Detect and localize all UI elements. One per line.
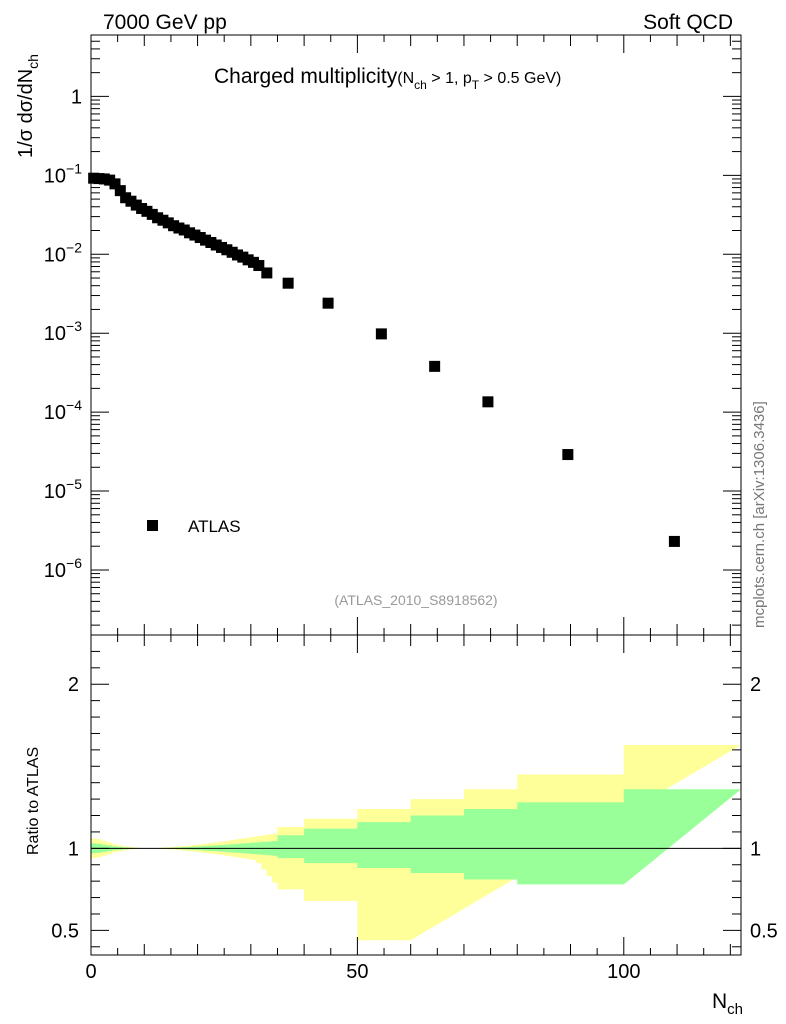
main-y-tick-labels: 10−6 10−5 10−4 10−3 10−2 10−1 1 [44, 86, 82, 582]
legend-marker [147, 520, 158, 531]
main-y-tick-label: 10−2 [44, 239, 82, 266]
ratio-y-tick-label-right: 0.5 [750, 920, 778, 942]
main-y-tick-label: 10−6 [44, 555, 82, 582]
ratio-panel-frame [90, 634, 742, 956]
main-y-ticks [91, 34, 741, 626]
x-tick-label: 50 [346, 961, 368, 983]
chart-title-sub-t: T [472, 78, 480, 92]
chart-title-sub-suffix: > 0.5 GeV) [479, 70, 561, 87]
main-panel-frame [90, 34, 742, 636]
ratio-y-tick-label-left: 2 [68, 674, 79, 696]
chart-title-main: Charged multiplicity [214, 65, 398, 88]
ratio-y-tick-label-right: 1 [750, 838, 761, 860]
ratio-y-tick-label-left: 0.5 [51, 920, 79, 942]
data-point [429, 360, 441, 372]
main-x-ticks [90, 35, 731, 635]
data-point [668, 535, 680, 547]
ratio-y-tick-label-right: 2 [750, 674, 761, 696]
data-point [282, 277, 294, 289]
main-y-axis-label-main: 1/σ dσ/dN [15, 69, 37, 158]
atlas-data-points [88, 172, 680, 547]
x-tick-label: 0 [85, 961, 96, 983]
header-left: 7000 GeV pp [103, 11, 227, 34]
data-point [482, 396, 494, 408]
data-point [322, 297, 334, 309]
x-axis-label-sub: ch [727, 1001, 743, 1018]
main-y-axis-label: 1/σ dσ/dNch [15, 54, 41, 158]
chart-title-sub-ch: ch [414, 78, 427, 92]
main-y-tick-label: 10−5 [44, 476, 82, 503]
ratio-x-tick-labels: 0 50 100 [85, 961, 640, 983]
data-point [261, 267, 273, 279]
header-right: Soft QCD [643, 11, 733, 34]
chart-title-sub-prefix: (N [397, 70, 414, 87]
ratio-bands [91, 744, 741, 941]
analysis-id: (ATLAS_2010_S8918562) [334, 592, 497, 608]
main-y-tick-label: 1 [71, 86, 82, 108]
green-band [91, 789, 741, 885]
main-y-tick-label: 10−3 [44, 318, 82, 345]
data-point [375, 328, 387, 340]
data-point [114, 185, 126, 197]
main-y-tick-label: 10−4 [44, 397, 82, 424]
main-y-tick-label: 10−1 [44, 160, 82, 187]
legend-label: ATLAS [188, 517, 241, 536]
chart-title: Charged multiplicity(Nch > 1, pT > 0.5 G… [214, 65, 561, 92]
ratio-y-ticks [91, 634, 741, 948]
ratio-y-axis-label: Ratio to ATLAS [25, 747, 42, 855]
x-axis-label: Nch [712, 990, 743, 1018]
ratio-y-tick-labels: 0.5 0.5 1 1 2 2 [51, 674, 778, 942]
ratio-x-ticks [90, 635, 731, 955]
x-axis-label-main: N [712, 990, 727, 1013]
data-point [109, 178, 121, 190]
main-y-axis-label-sub: ch [25, 54, 41, 69]
ratio-y-tick-label-left: 1 [68, 838, 79, 860]
data-point [562, 449, 574, 461]
data-point [253, 260, 265, 272]
side-label: mcplots.cern.ch [arXiv:1306.3436] [751, 401, 768, 628]
x-tick-label: 100 [607, 961, 640, 983]
chart-title-sub-mid: > 1, p [427, 70, 472, 87]
